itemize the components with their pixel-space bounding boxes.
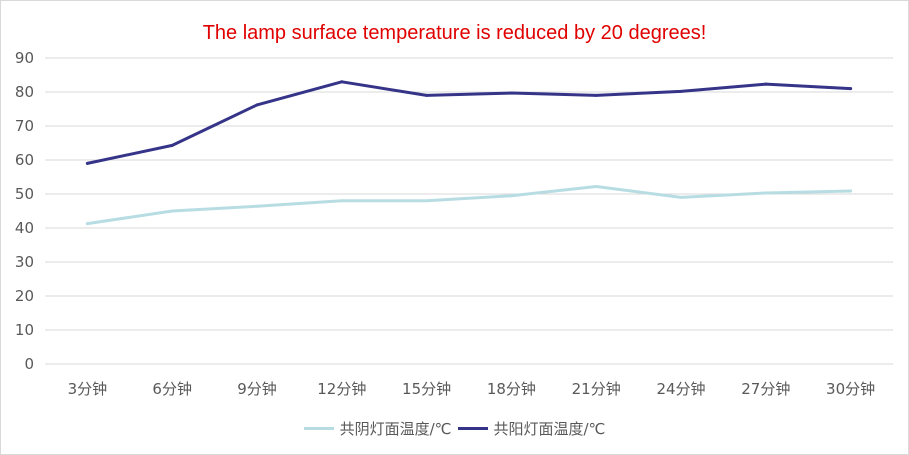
data-point <box>170 209 174 213</box>
x-tick-label: 9分钟 <box>237 380 277 398</box>
data-point <box>509 194 513 198</box>
x-tick-label: 27分钟 <box>741 380 790 398</box>
data-point <box>255 204 259 208</box>
data-point <box>679 89 683 93</box>
x-tick-label: 6分钟 <box>152 380 192 398</box>
y-tick-label: 90 <box>15 49 34 67</box>
y-tick-label: 10 <box>15 321 34 339</box>
y-tick-label: 70 <box>15 117 34 135</box>
series-line-2 <box>85 80 853 165</box>
series-line-1 <box>85 185 853 226</box>
data-point <box>85 222 89 226</box>
data-point <box>594 185 598 189</box>
y-tick-label: 50 <box>15 185 34 203</box>
data-point <box>425 199 429 203</box>
data-point <box>255 103 259 107</box>
data-point <box>594 93 598 97</box>
legend-item-2: 共阳灯面温度/℃ <box>457 418 606 439</box>
legend-label: 共阳灯面温度/℃ <box>493 420 606 438</box>
x-tick-label: 15分钟 <box>402 380 451 398</box>
x-tick-label: 12分钟 <box>317 380 366 398</box>
legend-item-1: 共阴灯面温度/℃ <box>303 418 452 439</box>
data-point <box>849 189 853 193</box>
legend-swatch <box>303 427 334 430</box>
y-tick-label: 30 <box>15 253 34 271</box>
data-point <box>85 161 89 165</box>
x-tick-label: 18分钟 <box>487 380 536 398</box>
data-point <box>340 199 344 203</box>
x-tick-label: 30分钟 <box>826 380 875 398</box>
x-tick-label: 21分钟 <box>572 380 621 398</box>
x-tick-label: 24分钟 <box>656 380 705 398</box>
data-point <box>849 87 853 91</box>
legend-swatch <box>457 427 488 430</box>
y-tick-label: 0 <box>24 355 34 373</box>
data-point <box>425 93 429 97</box>
y-tick-label: 60 <box>15 151 34 169</box>
data-point <box>340 80 344 84</box>
legend-label: 共阴灯面温度/℃ <box>339 420 452 438</box>
data-point <box>509 91 513 95</box>
chart-title: The lamp surface temperature is reduced … <box>202 22 707 44</box>
y-tick-label: 40 <box>15 219 34 237</box>
data-point <box>170 143 174 147</box>
legend: 共阴灯面温度/℃ 共阳灯面温度/℃ <box>0 418 909 439</box>
data-point <box>764 191 768 195</box>
y-tick-label: 80 <box>15 83 34 101</box>
data-point <box>679 195 683 199</box>
x-tick-label: 3分钟 <box>68 380 108 398</box>
data-point <box>764 82 768 86</box>
y-tick-label: 20 <box>15 287 34 305</box>
